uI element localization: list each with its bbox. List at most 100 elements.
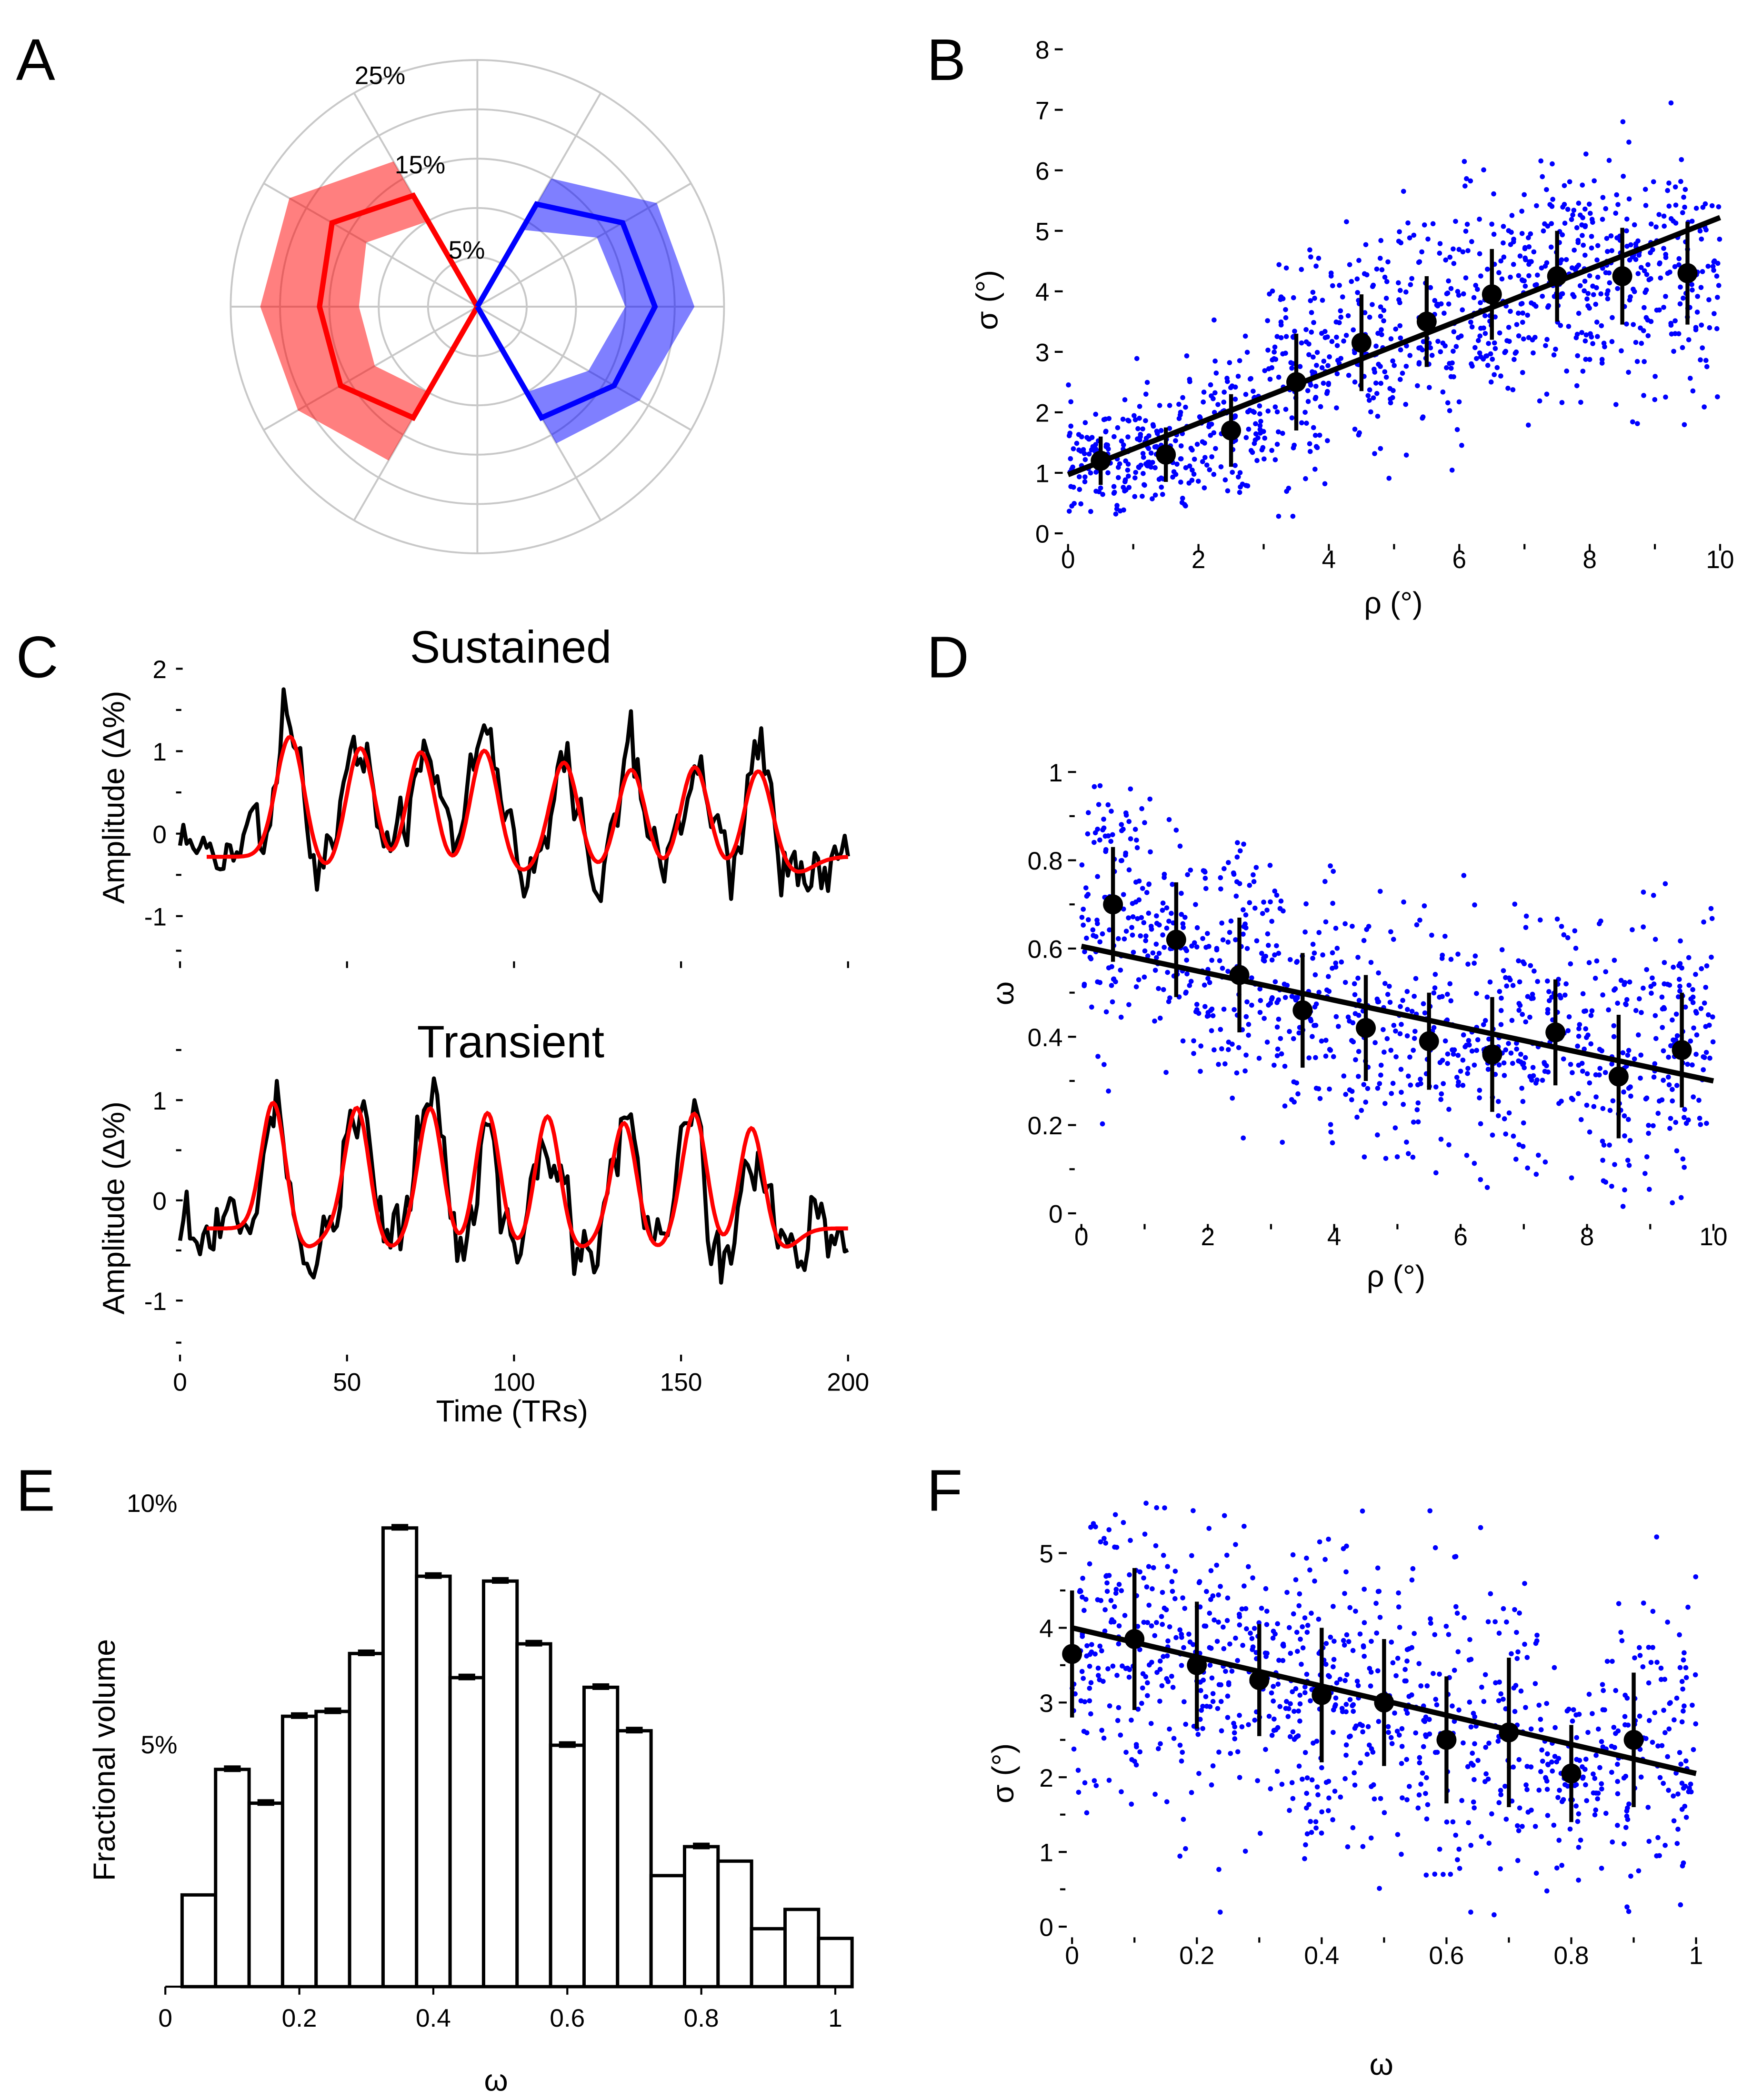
scatter-point <box>1384 279 1390 284</box>
scatter-point <box>1508 309 1513 314</box>
scatter-point <box>1501 254 1507 260</box>
scatter-point <box>1292 329 1297 334</box>
scatter-point <box>1318 404 1323 410</box>
scatter-point <box>1510 1060 1515 1066</box>
scatter-point <box>1498 373 1503 379</box>
scatter-point <box>1202 876 1208 881</box>
scatter-point <box>1411 1048 1416 1053</box>
scatter-point <box>1455 1052 1461 1058</box>
scatter-point <box>1104 1580 1110 1586</box>
scatter-point <box>1456 1079 1461 1085</box>
scatter-point <box>1152 968 1158 973</box>
scatter-point <box>1068 399 1073 404</box>
scatter-point <box>1212 390 1218 396</box>
histogram-bar <box>247 1801 284 1989</box>
scatter-point <box>1241 907 1246 912</box>
scatter-point <box>1674 1695 1680 1701</box>
scatter-point <box>1558 323 1563 328</box>
scatter-point <box>1316 1617 1322 1622</box>
scatter-point <box>1428 1620 1433 1626</box>
scatter-point <box>1453 1604 1459 1610</box>
scatter-point <box>1440 994 1445 1000</box>
scatter-point <box>1310 941 1316 947</box>
scatter-point <box>1513 1157 1519 1162</box>
scatter-point <box>1482 1018 1488 1023</box>
scatter-point <box>1574 383 1580 389</box>
scatter-point <box>1111 1604 1117 1610</box>
scatter-point <box>1642 290 1648 295</box>
x-axis-label: ω <box>484 2063 508 2097</box>
scatter-point <box>1379 327 1384 332</box>
scatter-point <box>1067 509 1072 514</box>
scatter-point <box>1352 427 1358 432</box>
scatter-point <box>1438 301 1444 307</box>
scatter-point <box>1477 217 1482 222</box>
scatter-point <box>1152 1018 1157 1024</box>
scatter-point <box>1095 874 1100 880</box>
scatter-point <box>1409 276 1414 281</box>
scatter-point <box>1090 927 1096 933</box>
scatter-point <box>1230 1041 1235 1047</box>
scatter-point <box>1334 371 1340 377</box>
scatter-point <box>1492 1619 1498 1624</box>
scatter-point <box>1250 1647 1255 1652</box>
y-tick-label: 8 <box>1035 36 1050 64</box>
scatter-point <box>1444 291 1450 297</box>
scatter-point <box>1543 343 1548 349</box>
scatter-point <box>1265 347 1271 353</box>
scatter-point <box>1084 435 1090 440</box>
scatter-point <box>1119 822 1124 827</box>
scatter-point <box>1156 986 1161 991</box>
scatter-point <box>1232 384 1238 390</box>
histogram-bar <box>682 1845 720 1989</box>
scatter-point <box>1456 1707 1462 1713</box>
scatter-point <box>1516 273 1522 279</box>
scatter-point <box>1576 1033 1582 1039</box>
scatter-point <box>1618 1630 1623 1635</box>
scatter-point <box>1472 345 1478 350</box>
scatter-point <box>1549 204 1555 209</box>
scatter-point <box>1663 394 1668 400</box>
scatter-point <box>1146 1564 1151 1570</box>
x-tick-label: 0.8 <box>684 2004 719 2032</box>
scatter-point <box>1167 1726 1172 1732</box>
scatter-point <box>1509 230 1514 235</box>
scatter-point <box>1291 1079 1297 1085</box>
scatter-point <box>1621 1775 1627 1781</box>
scatter-point <box>1590 220 1595 225</box>
scatter-point <box>1471 1710 1476 1716</box>
scatter-point <box>1520 1824 1525 1829</box>
scatter-point <box>1464 176 1469 181</box>
x-tick-label: 8 <box>1582 546 1597 574</box>
scatter-point <box>1420 347 1425 353</box>
scatter-point <box>1580 1069 1585 1074</box>
scatter-point <box>1519 277 1525 283</box>
scatter-point <box>1110 832 1115 838</box>
scatter-point <box>1678 938 1683 944</box>
scatter-point <box>1433 1170 1439 1176</box>
scatter-point <box>1395 1656 1401 1661</box>
scatter-point <box>1639 1010 1644 1015</box>
scatter-point <box>1386 476 1392 481</box>
scatter-point <box>1396 297 1402 302</box>
scatter-point <box>1627 1138 1633 1143</box>
scatter-point <box>1308 1698 1313 1703</box>
scatter-point <box>1287 1625 1292 1630</box>
scatter-point <box>1609 1061 1614 1067</box>
scatter-point <box>1368 960 1374 965</box>
scatter-point <box>1342 921 1348 927</box>
scatter-point <box>1201 868 1207 874</box>
scatter-point <box>1622 1722 1628 1728</box>
scatter-point <box>1211 1047 1217 1053</box>
scatter-point <box>1501 968 1506 973</box>
scatter-point <box>1183 404 1188 410</box>
scatter-point <box>1626 1162 1632 1168</box>
scatter-point <box>1443 1623 1449 1629</box>
scatter-point <box>1623 1825 1629 1830</box>
scatter-point <box>1533 1870 1539 1876</box>
scatter-point <box>1479 1684 1484 1690</box>
scatter-point <box>1153 1543 1159 1549</box>
x-tick-label: 0 <box>1065 1941 1079 1970</box>
scatter-point <box>1542 1159 1548 1165</box>
scatter-point <box>1555 1795 1561 1800</box>
